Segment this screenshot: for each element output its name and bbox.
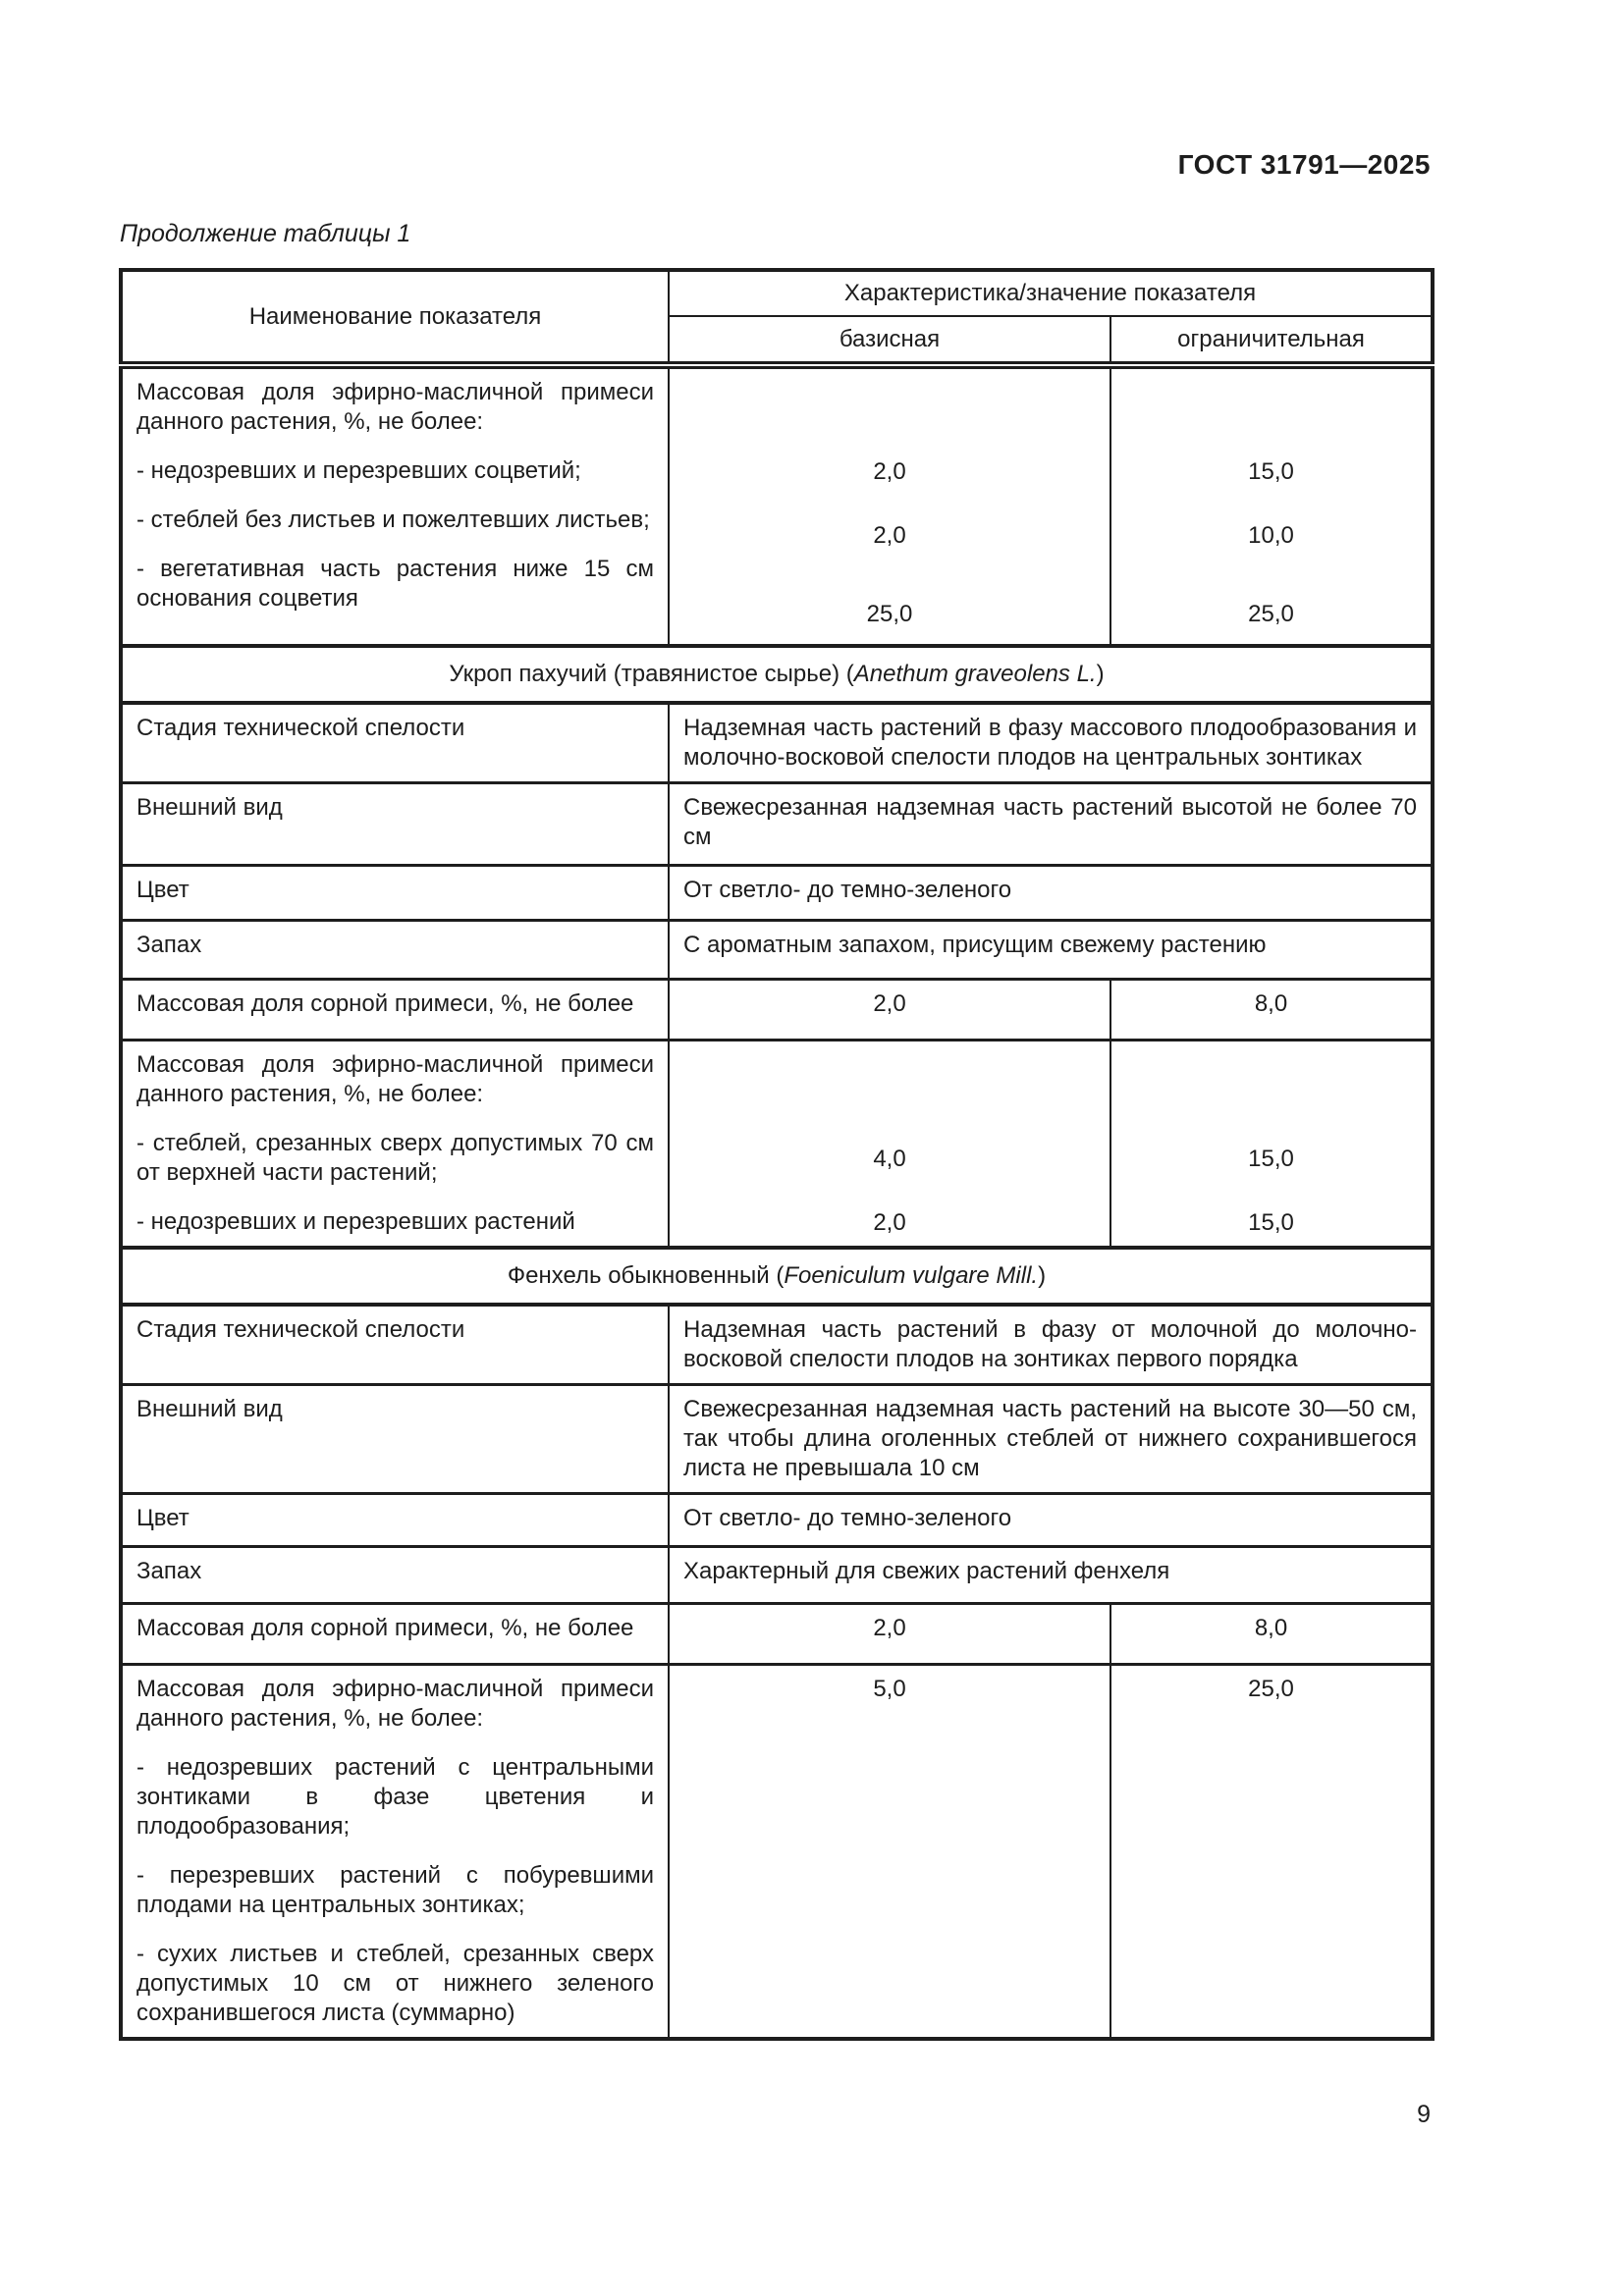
- oil-block-item: - сухих листьев и стеблей, срезанных све…: [136, 1941, 654, 2026]
- limit-values-cell: 15,0 10,0 25,0: [1110, 365, 1433, 646]
- table-subheader-row: базисная ограничительная: [121, 316, 1433, 369]
- row-oil-admixture-block-1: Массовая доля эфирно-масличной примеси д…: [120, 365, 1433, 646]
- basis-values-cell: 4,0 2,0: [668, 1039, 1110, 1248]
- row-fennel-color: Цвет От светло- до темно-зеленого: [120, 1492, 1433, 1547]
- table-header-row: Наименование показателя Характеристика/з…: [120, 270, 1433, 369]
- characteristic-cell: Свежесрезанная надземная часть растений …: [668, 781, 1433, 866]
- limit-value: 8,0: [1110, 978, 1433, 1041]
- basis-values-cell: 5,0: [668, 1663, 1110, 2039]
- indicator-name-cell: Массовая доля эфирно-масличной примеси д…: [120, 365, 669, 646]
- row-dill-color: Цвет От светло- до темно-зеленого: [120, 864, 1433, 921]
- indicator-name-cell: Запах: [120, 1545, 669, 1604]
- indicator-name-cell: Стадия технической спелости: [120, 701, 669, 783]
- oil-block-item: - недозревших и перезревших соцветий;: [136, 457, 581, 484]
- indicator-name-cell: Внешний вид: [120, 781, 669, 866]
- section-title: Укроп пахучий (травянистое сырье) (Aneth…: [120, 644, 1433, 705]
- indicator-name-cell: Стадия технической спелости: [120, 1303, 669, 1385]
- header-limit-col: ограничительная: [1110, 316, 1433, 369]
- oil-block-item: - недозревших растений с центральными зо…: [136, 1754, 654, 1840]
- basis-value: 2,0: [873, 522, 906, 549]
- basis-value: 2,0: [668, 1602, 1110, 1665]
- row-dill-weed: Массовая доля сорной примеси, %, не боле…: [120, 978, 1433, 1041]
- limit-values-cell: 15,0 15,0: [1110, 1039, 1433, 1248]
- oil-block-item: - вегетативная часть растения ниже 15 см…: [136, 556, 654, 612]
- header-name-col: Наименование показателя: [120, 270, 669, 369]
- row-fennel-weed: Массовая доля сорной примеси, %, не боле…: [120, 1602, 1433, 1665]
- oil-block-intro: Массовая доля эфирно-масличной примеси д…: [136, 1676, 654, 1732]
- indicator-name-cell: Цвет: [120, 864, 669, 921]
- indicator-name-cell: Массовая доля эфирно-масличной примеси д…: [120, 1663, 669, 2039]
- limit-value: 10,0: [1248, 522, 1294, 549]
- limit-value: 15,0: [1248, 458, 1294, 485]
- section-title: Фенхель обыкновенный (Foeniculum vulgare…: [120, 1246, 1433, 1307]
- doc-code: ГОСТ 31791—2025: [1177, 149, 1431, 180]
- row-dill-stage: Стадия технической спелости Надземная ча…: [120, 701, 1433, 783]
- indicator-name-cell: Запах: [120, 919, 669, 980]
- section-title-close: ): [1038, 1262, 1047, 1289]
- section-title-latin: Anethum graveolens L.: [853, 661, 1097, 687]
- section-title-text: Фенхель обыкновенный (: [507, 1262, 785, 1289]
- basis-value: 4,0: [873, 1146, 906, 1172]
- row-fennel-smell: Запах Характерный для свежих растений фе…: [120, 1545, 1433, 1604]
- section-title-latin: Foeniculum vulgare Mill.: [784, 1262, 1039, 1289]
- page-number: 9: [1417, 2101, 1431, 2128]
- basis-value: 2,0: [873, 1209, 906, 1236]
- basis-value: 25,0: [866, 601, 913, 627]
- oil-block-item: - стеблей без листьев и пожелтевших лист…: [136, 507, 650, 533]
- header-basis-col: базисная: [668, 316, 1110, 369]
- limit-value: 15,0: [1248, 1146, 1294, 1172]
- characteristic-cell: Надземная часть растений в фазу от молоч…: [668, 1303, 1433, 1385]
- row-oil-admixture-block-fennel: Массовая доля эфирно-масличной примеси д…: [120, 1663, 1433, 2039]
- table-caption: Продолжение таблицы 1: [120, 220, 411, 247]
- limit-value: 8,0: [1110, 1602, 1433, 1665]
- row-dill-smell: Запах С ароматным запахом, присущим свеж…: [120, 919, 1433, 980]
- oil-block-item: - перезревших растений с побуревшими пло…: [136, 1862, 654, 1918]
- basis-values-cell: 2,0 2,0 25,0: [668, 365, 1110, 646]
- characteristic-cell: От светло- до темно-зеленого: [668, 1492, 1433, 1547]
- limit-value: 15,0: [1248, 1209, 1294, 1236]
- indicator-name-cell: Массовая доля эфирно-масличной примеси д…: [120, 1039, 669, 1248]
- row-oil-admixture-block-dill: Массовая доля эфирно-масличной примеси д…: [120, 1039, 1433, 1248]
- oil-block-item: - недозревших и перезревших растений: [136, 1208, 575, 1235]
- section-band-dill: Укроп пахучий (травянистое сырье) (Aneth…: [120, 644, 1433, 705]
- section-title-text: Укроп пахучий (травянистое сырье) (: [449, 661, 854, 687]
- characteristic-cell: С ароматным запахом, присущим свежему ра…: [668, 919, 1433, 980]
- row-fennel-appearance: Внешний вид Свежесрезанная надземная час…: [120, 1383, 1433, 1494]
- indicator-name-cell: Массовая доля сорной примеси, %, не боле…: [120, 1602, 669, 1665]
- basis-value: 2,0: [668, 978, 1110, 1041]
- row-dill-appearance: Внешний вид Свежесрезанная надземная час…: [120, 781, 1433, 866]
- indicator-name-cell: Внешний вид: [120, 1383, 669, 1494]
- characteristic-cell: Свежесрезанная надземная часть растений …: [668, 1383, 1433, 1494]
- oil-block-intro: Массовая доля эфирно-масличной примеси д…: [136, 1051, 654, 1107]
- section-band-fennel: Фенхель обыкновенный (Foeniculum vulgare…: [120, 1246, 1433, 1307]
- section-title-close: ): [1096, 661, 1105, 687]
- limit-value: 25,0: [1248, 601, 1294, 627]
- oil-block-intro: Массовая доля эфирно-масличной примеси д…: [136, 379, 654, 435]
- limit-values-cell: 25,0: [1110, 1663, 1433, 2039]
- characteristic-cell: Надземная часть растений в фазу массовог…: [668, 701, 1433, 783]
- oil-block-item: - стеблей, срезанных сверх допустимых 70…: [136, 1130, 654, 1186]
- indicator-name-cell: Цвет: [120, 1492, 669, 1547]
- indicator-name-cell: Массовая доля сорной примеси, %, не боле…: [120, 978, 669, 1041]
- row-fennel-stage: Стадия технической спелости Надземная ча…: [120, 1303, 1433, 1385]
- characteristic-cell: Характерный для свежих растений фенхеля: [668, 1545, 1433, 1604]
- basis-value: 2,0: [873, 458, 906, 485]
- table1-continuation: Наименование показателя Характеристика/з…: [119, 268, 1435, 2041]
- characteristic-cell: От светло- до темно-зеленого: [668, 864, 1433, 921]
- header-value-group: Характеристика/значение показателя: [668, 270, 1433, 317]
